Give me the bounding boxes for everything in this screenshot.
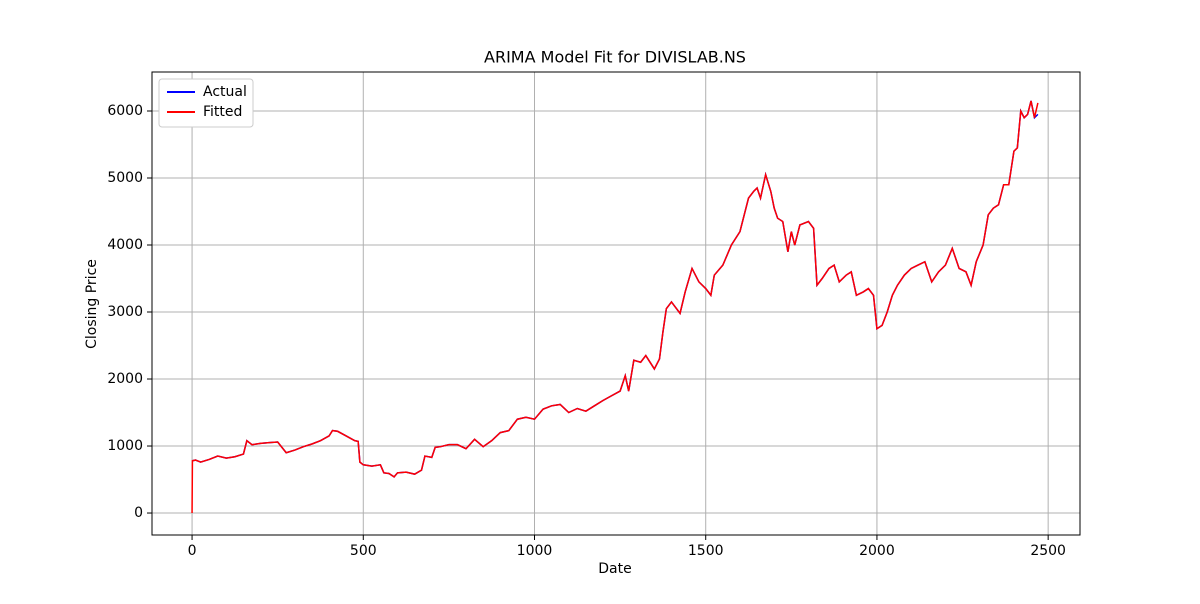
x-tick-label: 1500: [688, 543, 724, 559]
y-tick-label: 0: [134, 505, 143, 521]
x-tick-label: 500: [350, 543, 377, 559]
x-tick-label: 2500: [1030, 543, 1066, 559]
y-tick-label: 6000: [107, 103, 143, 119]
y-tick-label: 2000: [107, 371, 143, 387]
plot-frame: [151, 71, 1081, 536]
legend-label: Fitted: [203, 104, 242, 120]
y-tick-label: 5000: [107, 170, 143, 186]
y-tick-label: 4000: [107, 237, 143, 253]
legend-label: Actual: [203, 84, 247, 100]
data-line: [191, 100, 1039, 514]
x-axis-label: Date: [598, 561, 631, 577]
x-tick-label: 2000: [859, 543, 895, 559]
y-axis-label: Closing Price: [84, 259, 100, 349]
x-tick-label: 1000: [517, 543, 553, 559]
x-tick-label: 0: [188, 543, 197, 559]
y-tick-label: 3000: [107, 304, 143, 320]
y-tick-label: 1000: [107, 438, 143, 454]
chart-title: ARIMA Model Fit for DIVISLAB.NS: [484, 48, 746, 67]
